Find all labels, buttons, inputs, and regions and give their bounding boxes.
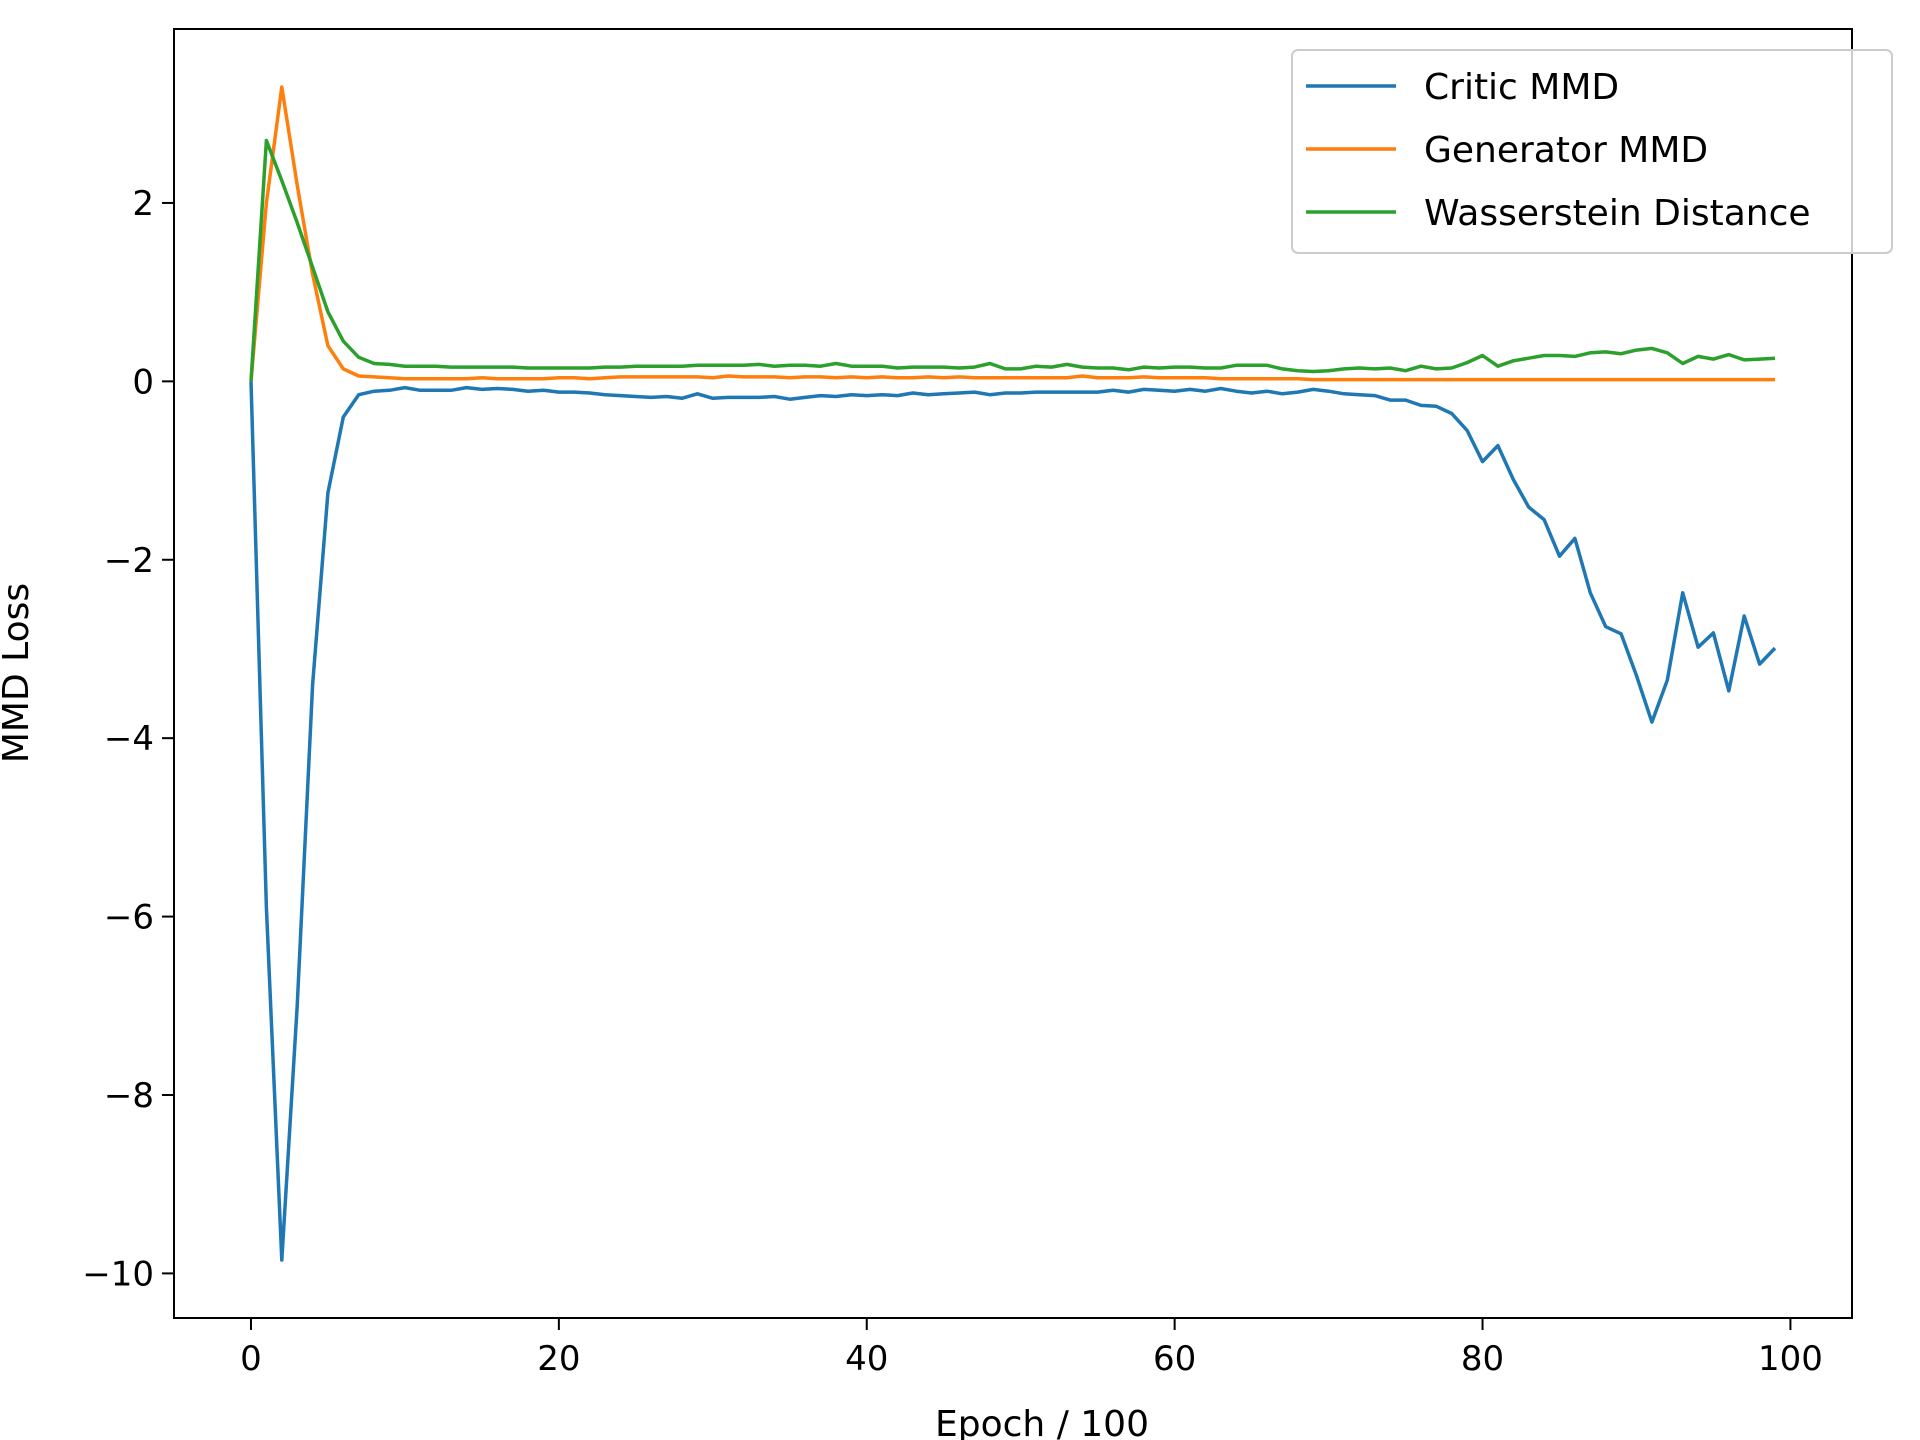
y-tick-label: 0 <box>132 362 154 402</box>
x-tick-label: 60 <box>1153 1339 1196 1379</box>
x-tick-label: 0 <box>240 1339 262 1379</box>
legend-label-wasserstein-distance: Wasserstein Distance <box>1424 193 1811 234</box>
y-axis-label: MMD Loss <box>0 583 37 763</box>
y-tick-label: −2 <box>104 541 154 581</box>
x-axis: 0 20 40 60 80 100 <box>240 1318 1823 1379</box>
y-tick-label: −8 <box>104 1076 154 1116</box>
y-tick-label: −4 <box>104 719 154 759</box>
series-line-wasserstein-distance <box>249 138 1776 382</box>
x-axis-label: Epoch / 100 <box>935 1404 1149 1440</box>
x-tick-label: 100 <box>1758 1339 1823 1379</box>
legend: Critic MMD Generator MMD Wasserstein Dista… <box>1291 49 1893 254</box>
series-line-critic-mmd <box>249 381 1777 1262</box>
plot-frame <box>173 28 1853 1319</box>
y-tick-label: −10 <box>82 1254 154 1294</box>
x-tick-label: 40 <box>845 1339 888 1379</box>
y-tick-label: 2 <box>132 184 154 224</box>
series-line-generator-mmd <box>249 85 1775 382</box>
legend-label-generator-mmd: Generator MMD <box>1424 130 1708 171</box>
x-tick-label: 20 <box>537 1339 580 1379</box>
x-tick-label: 80 <box>1461 1339 1504 1379</box>
series-layer <box>249 85 1777 1262</box>
y-tick-label: −6 <box>104 898 154 938</box>
y-axis: 2 0 −2 −4 −6 −8 −10 <box>82 184 174 1294</box>
legend-label-critic-mmd: Critic MMD <box>1424 67 1619 108</box>
legend-box <box>1291 49 1893 254</box>
